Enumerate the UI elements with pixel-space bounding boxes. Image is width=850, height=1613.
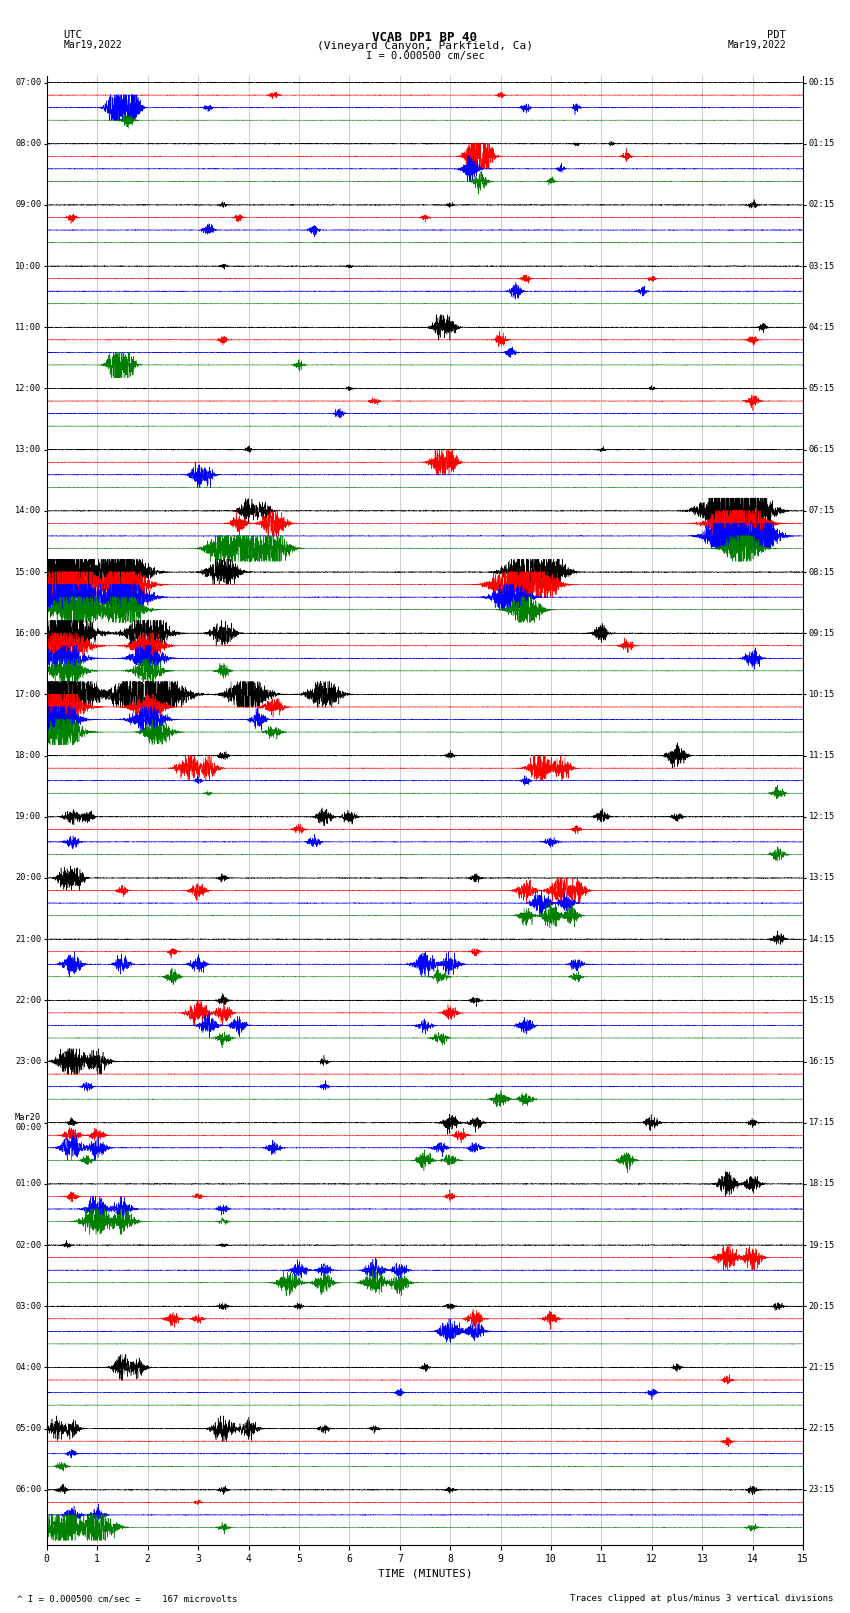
Text: PDT: PDT — [768, 31, 786, 40]
Text: (Vineyard Canyon, Parkfield, Ca): (Vineyard Canyon, Parkfield, Ca) — [317, 40, 533, 52]
Text: I = 0.000500 cm/sec: I = 0.000500 cm/sec — [366, 50, 484, 61]
Text: Mar19,2022: Mar19,2022 — [64, 39, 122, 50]
Text: VCAB DP1 BP 40: VCAB DP1 BP 40 — [372, 31, 478, 45]
Text: Mar19,2022: Mar19,2022 — [728, 39, 786, 50]
Text: ^ I = 0.000500 cm/sec =    167 microvolts: ^ I = 0.000500 cm/sec = 167 microvolts — [17, 1594, 237, 1603]
Text: Traces clipped at plus/minus 3 vertical divisions: Traces clipped at plus/minus 3 vertical … — [570, 1594, 833, 1603]
Text: UTC: UTC — [64, 31, 82, 40]
X-axis label: TIME (MINUTES): TIME (MINUTES) — [377, 1569, 473, 1579]
